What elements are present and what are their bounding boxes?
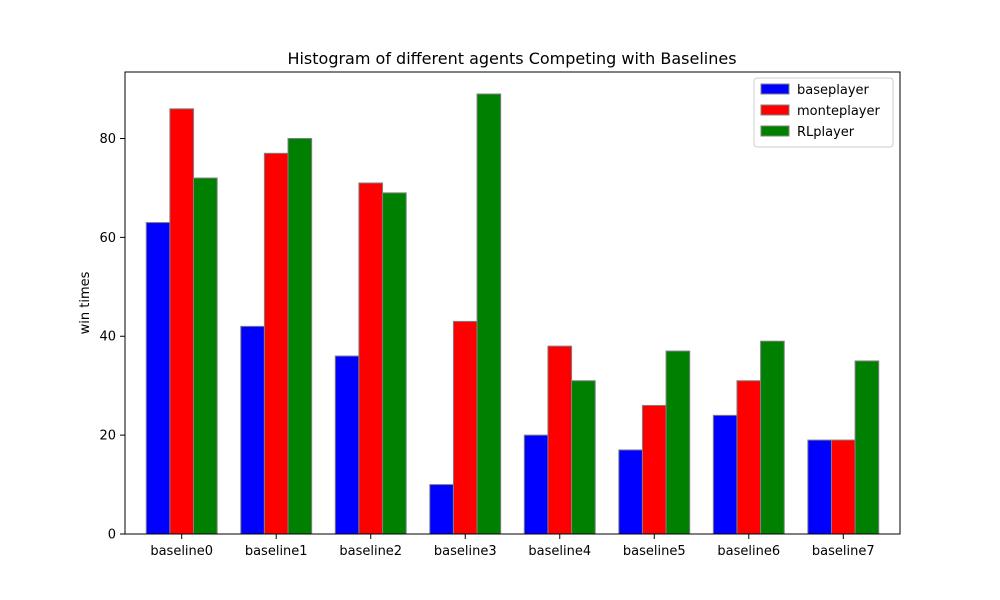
bar-baseplayer-baseline1: [240, 325, 265, 535]
y-tick-label-80: 80: [99, 132, 116, 147]
x-tick-label-baseline6: baseline6: [717, 544, 780, 559]
bar-rlplayer-baseline2: [382, 192, 407, 535]
x-ticks: baseline0 baseline1 baseline2 baseline3 base…: [150, 534, 875, 559]
x-tick-label-baseline1: baseline1: [245, 544, 308, 559]
bar-monteplayer-baseline5: [641, 404, 667, 535]
bar-rlplayer-baseline4: [571, 380, 596, 535]
y-ticks: 0 20 40 60 80: [99, 132, 125, 543]
bar-monteplayer-baseline6: [736, 380, 762, 535]
y-tick-label-60: 60: [99, 231, 116, 246]
bar-baseplayer-baseline5: [618, 449, 643, 535]
y-axis-label: win times: [78, 271, 93, 334]
legend-swatch-monteplayer: [760, 104, 790, 116]
bar-baseplayer-baseline4: [523, 434, 549, 535]
legend-item-baseplayer: baseplayer: [760, 83, 870, 98]
legend-label-rlplayer: RLplayer: [797, 125, 855, 140]
bar-baseplayer-baseline6: [712, 414, 738, 535]
bar-monteplayer-baseline1: [263, 152, 289, 535]
bar-baseplayer-baseline2: [334, 355, 360, 535]
chart-title: Histogram of different agents Competing …: [287, 49, 736, 68]
legend: baseplayer monteplayer RLplayer: [753, 77, 894, 148]
legend-label-monteplayer: monteplayer: [797, 104, 880, 119]
legend-swatch-rlplayer: [760, 125, 790, 137]
legend-label-baseplayer: baseplayer: [797, 83, 870, 98]
bar-baseplayer-baseline0: [145, 222, 171, 535]
bar-rlplayer-baseline6: [760, 340, 785, 535]
legend-item-rlplayer: RLplayer: [760, 125, 855, 140]
legend-item-monteplayer: monteplayer: [760, 104, 880, 119]
bar-rlplayer-baseline5: [665, 350, 691, 535]
x-tick-label-baseline4: baseline4: [528, 544, 591, 559]
bar-rlplayer-baseline0: [193, 177, 218, 535]
bar-monteplayer-baseline2: [358, 182, 384, 535]
x-tick-label-baseline7: baseline7: [812, 544, 875, 559]
bar-monteplayer-baseline4: [547, 345, 573, 535]
y-tick-label-20: 20: [99, 429, 116, 444]
y-tick-label-40: 40: [99, 330, 116, 345]
bar-baseplayer-baseline3: [429, 484, 454, 535]
bar-rlplayer-baseline7: [854, 360, 880, 535]
bar-monteplayer-baseline7: [830, 439, 856, 535]
bar-monteplayer-baseline3: [452, 320, 478, 535]
x-tick-label-baseline0: baseline0: [150, 544, 213, 559]
bar-monteplayer-baseline0: [169, 108, 195, 535]
bar-baseplayer-baseline7: [807, 439, 832, 535]
x-tick-label-baseline5: baseline5: [623, 544, 686, 559]
bar-rlplayer-baseline3: [476, 93, 502, 535]
bars-layer: [145, 93, 880, 535]
x-tick-label-baseline3: baseline3: [434, 544, 497, 559]
legend-swatch-baseplayer: [760, 83, 790, 95]
y-tick-label-0: 0: [108, 528, 116, 543]
bar-rlplayer-baseline1: [287, 137, 313, 535]
plot-frame: [124, 71, 901, 535]
x-tick-label-baseline2: baseline2: [339, 544, 402, 559]
